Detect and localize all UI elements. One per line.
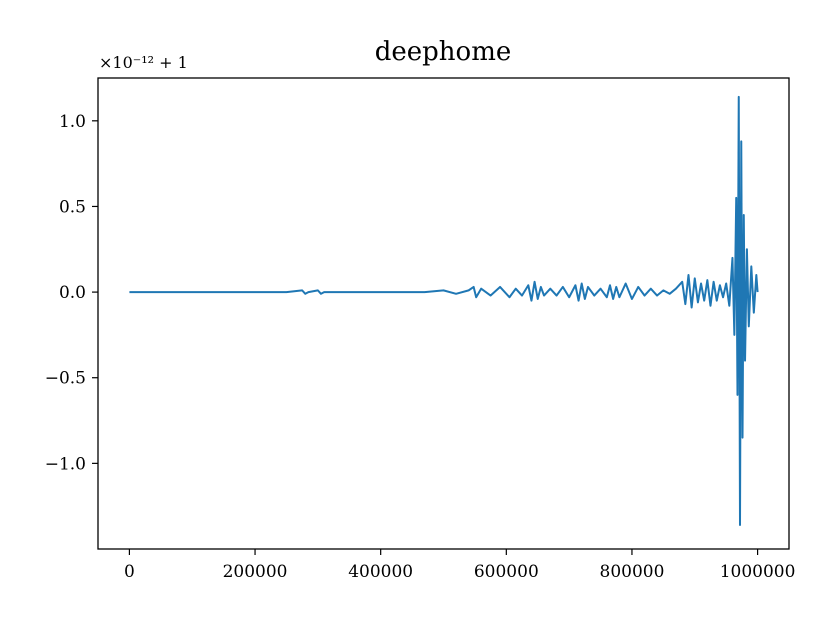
y-axis-offset-label: ×10⁻¹² + 1: [99, 53, 188, 72]
y-tick-label: 0.5: [59, 197, 86, 217]
y-axis-ticks: 1.0 0.5 0.0 −0.5 −1.0: [45, 112, 98, 474]
x-tick-label: 1000000: [720, 562, 796, 582]
plot-frame: [97, 77, 790, 550]
x-axis-ticks: 0 200000 400000 600000 800000 1000000: [124, 549, 795, 582]
x-tick-label: 400000: [348, 562, 413, 582]
x-tick-label: 800000: [600, 562, 665, 582]
y-tick-label: −1.0: [45, 454, 86, 474]
y-tick-label: −0.5: [45, 369, 86, 389]
y-tick-label: 0.0: [59, 283, 86, 303]
x-tick-label: 0: [124, 562, 135, 582]
x-tick-label: 600000: [474, 562, 539, 582]
y-tick-label: 1.0: [59, 112, 86, 132]
series-line-0: [129, 95, 759, 527]
chart-title: deephome: [375, 37, 512, 67]
x-tick-label: 200000: [223, 562, 288, 582]
plot-series: [129, 95, 759, 527]
